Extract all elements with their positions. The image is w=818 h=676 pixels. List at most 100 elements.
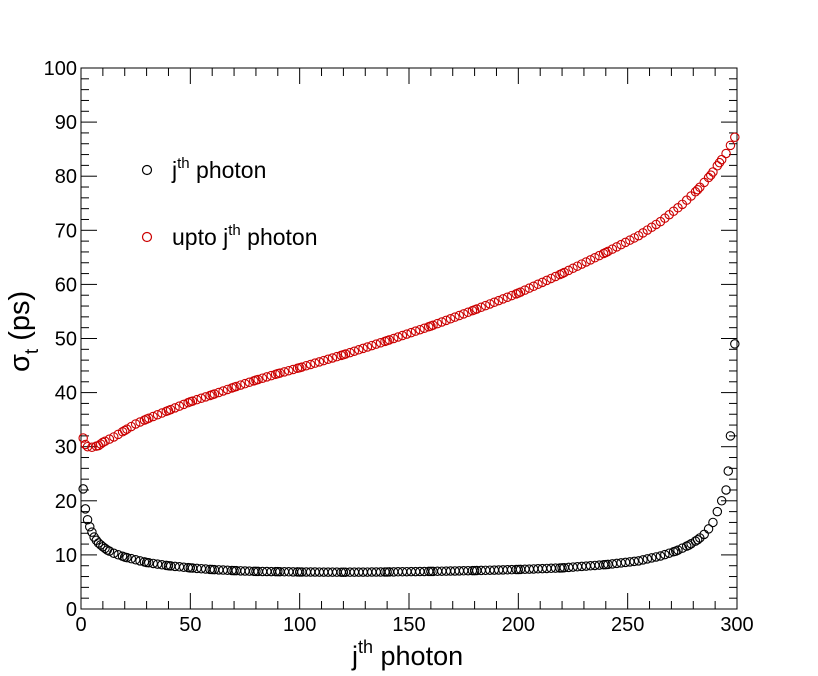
data-point bbox=[144, 413, 154, 423]
data-point bbox=[437, 317, 447, 327]
data-point bbox=[122, 552, 132, 563]
data-point bbox=[104, 546, 115, 556]
data-point bbox=[730, 339, 740, 349]
data-point bbox=[576, 259, 587, 269]
data-point bbox=[611, 242, 622, 252]
x-tick-label: 50 bbox=[179, 614, 201, 636]
data-point bbox=[559, 267, 570, 278]
y-tick-label: 10 bbox=[55, 545, 77, 567]
tick-labels: 0 50 100 150 200 250 300 0 10 20 30 40 50 60 70 80 90 100 bbox=[44, 58, 754, 636]
data-point bbox=[489, 297, 500, 308]
y-tick-label: 70 bbox=[55, 220, 77, 242]
legend-label-upto-jth-photon: upto jth photon bbox=[172, 222, 318, 250]
data-point bbox=[664, 548, 674, 558]
data-point bbox=[82, 514, 93, 525]
data-point bbox=[629, 233, 639, 243]
legend-marker-jth-photon bbox=[141, 164, 153, 176]
y-tick-label: 40 bbox=[55, 383, 77, 405]
data-point bbox=[157, 408, 167, 418]
data-point bbox=[721, 148, 731, 159]
data-point bbox=[723, 466, 734, 476]
data-point bbox=[603, 246, 613, 257]
data-point bbox=[262, 372, 272, 382]
data-point bbox=[297, 362, 307, 372]
data-point bbox=[87, 527, 97, 537]
data-point bbox=[187, 396, 198, 406]
data-point bbox=[327, 353, 338, 363]
data-point bbox=[179, 399, 189, 410]
data-point bbox=[716, 496, 727, 506]
data-point bbox=[192, 394, 202, 405]
data-point bbox=[546, 273, 556, 284]
data-point bbox=[699, 177, 709, 188]
data-series bbox=[78, 132, 740, 577]
data-point bbox=[388, 333, 399, 344]
data-point bbox=[130, 555, 141, 565]
data-point bbox=[397, 330, 408, 341]
data-point bbox=[78, 433, 88, 443]
data-point bbox=[419, 323, 430, 333]
plot-frame bbox=[80, 67, 738, 610]
data-point bbox=[148, 411, 158, 422]
data-point bbox=[458, 309, 469, 319]
x-tick-label: 150 bbox=[392, 614, 425, 636]
x-axis-title: jth photon bbox=[351, 637, 463, 671]
data-point bbox=[152, 410, 163, 420]
data-point bbox=[493, 295, 504, 306]
data-point bbox=[358, 343, 368, 354]
data-point bbox=[712, 161, 723, 171]
data-point bbox=[384, 335, 395, 345]
data-point bbox=[244, 377, 255, 388]
data-point bbox=[703, 172, 714, 183]
data-point bbox=[629, 556, 639, 567]
data-point bbox=[692, 184, 703, 195]
data-point bbox=[318, 355, 329, 366]
data-point bbox=[314, 357, 325, 367]
data-point bbox=[598, 248, 609, 259]
data-point bbox=[502, 292, 513, 302]
data-point bbox=[537, 277, 548, 288]
data-point bbox=[218, 386, 228, 396]
data-point bbox=[677, 543, 688, 553]
data-point bbox=[472, 304, 482, 314]
data-point bbox=[476, 302, 486, 313]
data-point bbox=[257, 373, 268, 383]
data-point bbox=[712, 506, 723, 517]
data-point bbox=[725, 431, 736, 441]
data-point bbox=[310, 358, 320, 368]
y-tick-label: 0 bbox=[66, 599, 77, 621]
data-point bbox=[393, 332, 403, 342]
data-point bbox=[563, 265, 574, 276]
x-tick-label: 100 bbox=[283, 614, 316, 636]
data-point bbox=[533, 279, 543, 290]
data-point bbox=[454, 310, 465, 321]
data-point bbox=[616, 239, 626, 250]
data-point bbox=[222, 384, 233, 395]
data-point bbox=[714, 157, 725, 168]
data-point bbox=[332, 351, 342, 362]
data-point bbox=[349, 346, 360, 356]
x-tick-label: 300 bbox=[720, 614, 753, 636]
data-point bbox=[283, 365, 294, 376]
data-point bbox=[371, 339, 381, 349]
data-point bbox=[78, 484, 88, 494]
data-point bbox=[646, 553, 657, 563]
data-point bbox=[200, 392, 211, 402]
data-point bbox=[703, 524, 714, 534]
data-point bbox=[100, 436, 110, 447]
data-point bbox=[410, 326, 421, 336]
y-tick-label: 80 bbox=[55, 166, 77, 188]
axis-ticks bbox=[80, 67, 738, 610]
legend-label-jth-photon: jth photon bbox=[171, 155, 266, 183]
data-point bbox=[104, 434, 115, 444]
series-0 bbox=[78, 339, 740, 577]
y-tick-label: 30 bbox=[55, 437, 77, 459]
data-point bbox=[165, 404, 176, 415]
data-point bbox=[463, 307, 473, 318]
data-point bbox=[80, 439, 91, 450]
x-tick-label: 0 bbox=[75, 614, 86, 636]
data-point bbox=[240, 378, 250, 389]
data-point bbox=[638, 555, 648, 565]
x-tick-label: 200 bbox=[502, 614, 535, 636]
